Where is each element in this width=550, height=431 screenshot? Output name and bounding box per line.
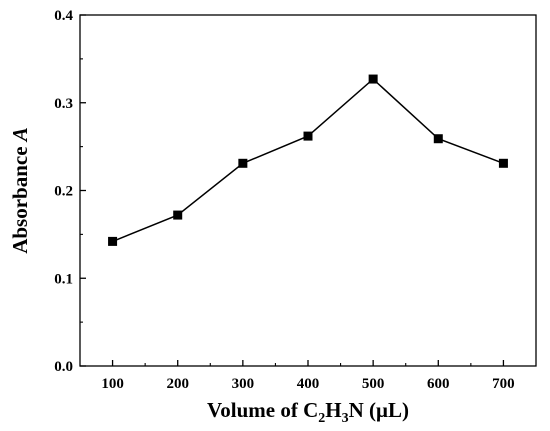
y-axis-title: Absorbance A <box>8 127 32 254</box>
data-points <box>108 74 508 246</box>
data-point <box>108 236 118 246</box>
y-tick-label: 0.2 <box>54 184 73 200</box>
y-tick-label: 0.1 <box>54 271 73 287</box>
data-point <box>368 74 378 84</box>
y-tick-label: 0.4 <box>54 8 73 24</box>
data-point <box>173 210 183 220</box>
y-tick-label: 0.3 <box>54 96 73 112</box>
data-point <box>303 131 313 141</box>
x-tick-label: 300 <box>232 376 255 392</box>
x-tick-label: 500 <box>362 376 385 392</box>
x-tick-label: 200 <box>166 376 189 392</box>
y-tick-label: 0.0 <box>54 359 73 375</box>
data-point <box>433 134 443 144</box>
plot-frame <box>79 14 537 367</box>
series-line <box>112 78 504 243</box>
x-tick-label: 100 <box>101 376 124 392</box>
y-axis-ticks: 0.0 0.1 0.2 0.3 0.4 <box>54 8 86 375</box>
x-axis-ticks: 100 200 300 400 500 600 700 <box>101 360 515 392</box>
data-point <box>498 158 508 168</box>
x-axis-title: Volume of C2H3N (μL) <box>207 398 409 426</box>
x-tick-label: 700 <box>492 376 515 392</box>
data-point <box>238 158 248 168</box>
x-tick-label: 400 <box>297 376 320 392</box>
x-tick-label: 600 <box>427 376 450 392</box>
